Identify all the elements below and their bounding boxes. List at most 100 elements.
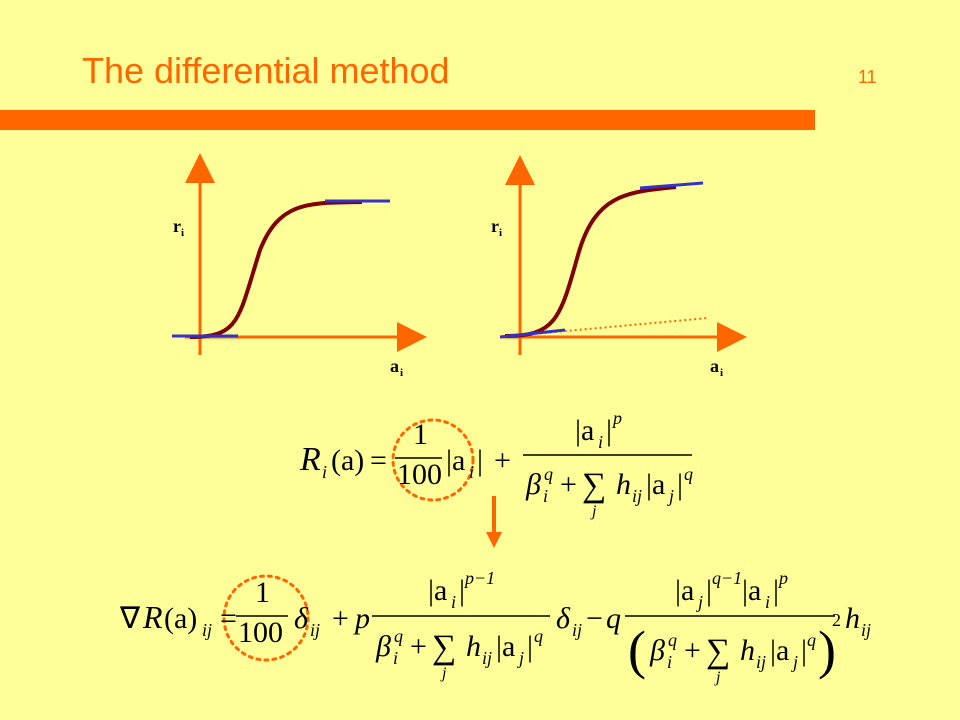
- formula-token: |: [773, 574, 779, 607]
- formula-token: i: [451, 592, 456, 612]
- formula-token: =: [220, 602, 237, 635]
- plot-right: r i a i: [491, 155, 747, 379]
- formula-token: β: [375, 630, 391, 663]
- formula-token: (a): [331, 444, 364, 477]
- formula-token: j: [667, 486, 674, 506]
- formula-token: i: [543, 486, 548, 506]
- x-label: a: [390, 356, 399, 376]
- formula-token: ij: [756, 652, 766, 672]
- formula-token: i: [765, 592, 770, 612]
- formula-token: (a): [164, 602, 197, 635]
- formula-token: 1: [413, 418, 428, 451]
- formula-token: 100: [397, 458, 442, 491]
- formula-token: |a: [646, 468, 665, 501]
- formula-token: 1: [255, 576, 270, 609]
- formula-token: q: [544, 464, 553, 484]
- formula-token: (: [628, 620, 646, 680]
- formula-token: δ: [556, 602, 571, 635]
- formula-token: j: [590, 503, 597, 520]
- formula-token: |: [801, 634, 807, 667]
- formula-token: ∇: [119, 602, 141, 635]
- formula-token: |: [677, 468, 683, 501]
- formula-token: q: [394, 626, 403, 646]
- formula-token: +: [560, 468, 577, 501]
- formula-token: |a: [742, 574, 761, 607]
- formula-token: j: [714, 669, 721, 686]
- y-label-sub: i: [499, 227, 502, 239]
- formula-token: q: [534, 626, 543, 646]
- formula-token: h: [740, 634, 755, 667]
- formula-token: j: [791, 652, 798, 672]
- formula-token: p: [611, 408, 622, 428]
- formula-token: β: [525, 468, 541, 501]
- formula-token: |a: [428, 574, 447, 607]
- formula-token: |: [606, 414, 612, 447]
- formula-token: 2: [832, 610, 841, 630]
- formula-token: ij: [861, 620, 871, 640]
- formula-token: R: [299, 441, 321, 478]
- formula-token: |a: [496, 630, 515, 663]
- formula-token: q: [606, 602, 621, 635]
- page-number: 11: [858, 67, 877, 87]
- formula-token: |a: [675, 574, 694, 607]
- formula-token: ij: [632, 486, 642, 506]
- formula-token: |a: [770, 634, 789, 667]
- formula-token: |: [527, 630, 533, 663]
- formula-token: −: [586, 602, 603, 635]
- formula-token: j: [517, 648, 524, 668]
- curve: [189, 200, 363, 339]
- formula-token: ij: [572, 620, 582, 640]
- formula-token: ij: [202, 620, 212, 640]
- y-label-sub: i: [181, 227, 184, 239]
- formula-token: +: [684, 634, 701, 667]
- formula-token: i: [667, 652, 672, 672]
- formula-token: i: [469, 462, 474, 482]
- formula-token: j: [696, 592, 703, 612]
- formula-token: 100: [238, 616, 283, 649]
- formula-token: h: [845, 602, 860, 635]
- formula-token: p−1: [463, 568, 495, 588]
- y-label: r: [491, 216, 499, 236]
- title: The differential method: [82, 50, 450, 91]
- formula-token: +: [410, 630, 427, 663]
- formula-token: ): [818, 620, 836, 680]
- formula-token: q−1: [712, 568, 742, 588]
- x-label: a: [710, 356, 719, 376]
- formula-token: |: [477, 444, 483, 477]
- formula-token: δ: [294, 602, 309, 635]
- formula-token: ∑: [706, 633, 730, 670]
- formula-token: p: [353, 602, 370, 635]
- formula-token: h: [466, 630, 481, 663]
- formula-token: i: [598, 432, 603, 452]
- formula-token: |a: [446, 444, 465, 477]
- tangent: [639, 181, 704, 190]
- formula-token: +: [494, 444, 511, 477]
- formula-token: =: [370, 444, 387, 477]
- formula-token: ∑: [432, 629, 456, 666]
- formula-token: β: [649, 634, 665, 667]
- highlight-circle: [391, 418, 475, 502]
- tangent: [499, 328, 566, 339]
- plot-left: r i a i: [172, 153, 427, 379]
- formula-token: q: [684, 464, 693, 484]
- formula-token: i: [322, 462, 327, 482]
- y-label: r: [173, 216, 181, 236]
- x-label-sub: i: [400, 367, 403, 379]
- formula-token: q: [807, 630, 816, 650]
- x-label-sub: i: [720, 367, 723, 379]
- title-bar: [0, 110, 815, 130]
- formula-token: h: [616, 468, 631, 501]
- curve: [504, 185, 677, 338]
- formula-token: |: [459, 574, 465, 607]
- formula-token: j: [440, 665, 447, 682]
- formula-token: ij: [310, 620, 320, 640]
- formula-token: ij: [482, 648, 492, 668]
- arrow-head: [486, 532, 502, 548]
- formula-token: i: [393, 648, 398, 668]
- formula-token: q: [668, 630, 677, 650]
- formula-token: |a: [575, 414, 594, 447]
- formula-token: ∑: [582, 467, 606, 504]
- formula-token: +: [332, 602, 349, 635]
- formula-token: |: [706, 574, 712, 607]
